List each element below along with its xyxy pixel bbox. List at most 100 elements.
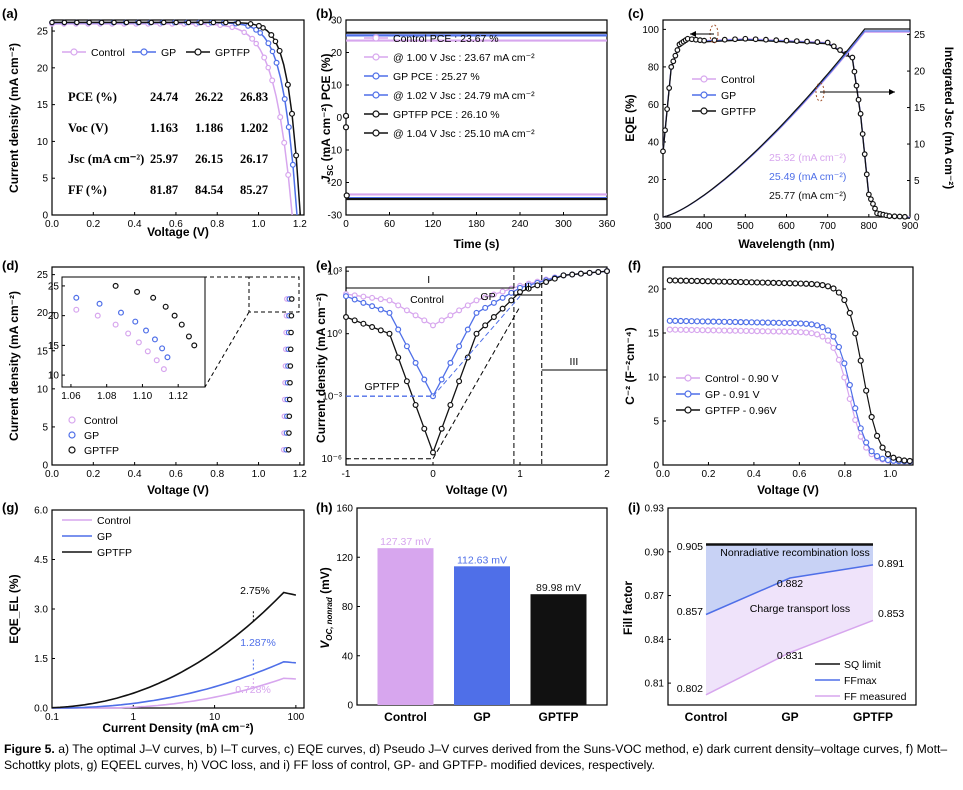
x-tick-label: 0.2 [86, 219, 100, 230]
mott-schottky-point [835, 289, 843, 296]
y-tick-label: 0.93 [645, 504, 665, 515]
mott-schottky-point [775, 328, 783, 335]
table-cell-gp: 84.54 [195, 183, 224, 197]
axes-frame [345, 266, 608, 466]
mott-schottky-point [737, 278, 744, 286]
axes-frame [51, 266, 305, 466]
eqe-point [830, 43, 837, 50]
panel-g: (g) 0.1 1 10 100 0.0 1.5 3.0 4.5 6.0 2.75% 1.287% 0.… [2, 500, 305, 735]
ffmax-line [705, 564, 874, 616]
eqe-point [672, 52, 679, 59]
jv-point [265, 40, 272, 47]
y-tick-label: 1.5 [34, 654, 48, 665]
legend-gptfp: GPTFP [721, 106, 756, 118]
legend-control: Control [721, 74, 755, 86]
x-tick-label: 0.6 [169, 219, 183, 230]
mott-schottky-point [841, 360, 848, 367]
jv-point [277, 114, 284, 121]
eqe-point [711, 37, 718, 44]
dark-jv-point [456, 378, 463, 385]
mott-schottky-point [841, 374, 848, 381]
mott-schottky-point [677, 277, 684, 284]
dark-jv-point [569, 271, 576, 278]
dark-jv-point [412, 359, 419, 366]
bar-gp [454, 566, 510, 705]
mott-schottky-point [737, 327, 744, 334]
x-tick-label: 360 [599, 219, 616, 230]
dark-jv-point [377, 327, 384, 334]
inset-y-tick-label: 10 [48, 371, 60, 382]
bar-control [377, 548, 434, 705]
y-tick-label: 5 [42, 174, 48, 185]
value-ffmax-control: 0.857 [677, 606, 703, 618]
table-cell-gptfp: 26.17 [240, 152, 268, 166]
y-tick-label: 0.87 [645, 591, 665, 602]
y-axis-label: Current density (mA cm⁻²) [7, 43, 21, 193]
inset-point [153, 357, 160, 364]
mott-schottky-point [846, 381, 853, 389]
y-tick-label: 0 [653, 213, 659, 224]
y-tick-label: 120 [336, 553, 353, 564]
y-tick-label: 0 [653, 461, 659, 472]
mott-schottky-point [710, 318, 717, 325]
mott-schottky-point [666, 277, 673, 284]
mott-schottky-point [732, 278, 739, 286]
region-label-iii: III [570, 356, 579, 368]
x-tick-label: 700 [819, 221, 836, 232]
x-category-label: GPTFP [538, 710, 578, 724]
pseudo-jv-point [288, 329, 294, 336]
y-tick-label: 20 [37, 308, 49, 319]
pseudo-jv-point [286, 430, 292, 436]
dark-jv-point [438, 317, 445, 324]
ff-measured-line [705, 619, 874, 696]
eqe-point [867, 196, 874, 203]
inset-y-tick-label: 25 [48, 281, 60, 292]
dark-jv-point [603, 268, 610, 275]
x-tick-label: 900 [902, 221, 919, 232]
table-row-label: FF (%) [68, 183, 107, 197]
it-start-point [343, 192, 350, 199]
mott-schottky-point [715, 278, 723, 285]
pseudo-jv-point [287, 379, 293, 386]
eqe-el-curve-gptfp [51, 591, 297, 709]
jv-point [269, 48, 276, 55]
mott-schottky-point [808, 280, 815, 288]
jv-point [210, 19, 217, 26]
legend-gp: GP [84, 430, 99, 442]
inset: 1.06 1.08 1.10 1.12 10 15 20 25 [48, 276, 206, 402]
x-tick-label: -1 [342, 469, 351, 480]
table-cell-control: 1.163 [150, 121, 178, 135]
integrated-jsc-value-1: 25.49 (mA cm⁻²) [769, 171, 846, 183]
mott-schottky-point [688, 318, 695, 325]
y-tick-label: 10⁰ [327, 329, 342, 340]
jv-point [255, 22, 262, 29]
dark-jv-point [543, 279, 550, 286]
mott-schottky-point [743, 279, 750, 286]
panel-e-label: (e) [316, 258, 332, 273]
x-tick-label: 0.6 [792, 469, 806, 480]
dark-jv-point [473, 309, 480, 316]
jv-point [241, 29, 247, 36]
annotation-gp: 1.287% [240, 637, 276, 649]
eqe-point [861, 151, 868, 158]
panel-h-label: (h) [316, 500, 333, 515]
mott-schottky-point [683, 326, 690, 333]
mott-schottky-point [704, 278, 712, 285]
mott-schottky-point [748, 319, 755, 326]
mott-schottky-point [868, 448, 875, 455]
legend-row-2: FF measured [844, 691, 907, 703]
bar-value-label: 112.63 mV [457, 554, 507, 566]
y-tick-label: 15 [37, 100, 49, 111]
jv-point [284, 81, 291, 88]
mott-schottky-point [835, 343, 843, 351]
x-category-label: Control [685, 710, 728, 724]
mott-schottky-point [841, 296, 848, 304]
y-axis-label: JSC (mA cm⁻²) PCE (%) [319, 53, 335, 182]
it-start-point [342, 112, 350, 119]
mott-schottky-point [873, 453, 881, 460]
x-tick-label: 0.8 [838, 469, 852, 480]
jv-point [289, 161, 296, 168]
dark-jv-point [577, 270, 584, 277]
dark-jv-point [386, 297, 393, 304]
dark-jv-point [369, 324, 376, 331]
